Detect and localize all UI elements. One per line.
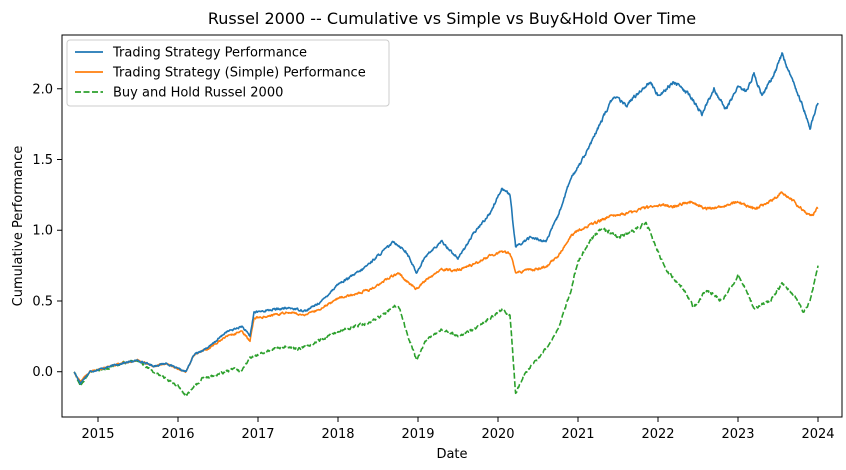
y-axis: 0.0 0.5 1.0 1.5 2.0	[32, 82, 62, 380]
y-tick-label: 2.0	[32, 82, 53, 97]
y-tick-label: 0.5	[32, 294, 53, 309]
x-tick-label: 2018	[321, 427, 354, 442]
x-tick-label: 2016	[161, 427, 194, 442]
series-layer	[73, 52, 819, 397]
series-line-2	[73, 191, 819, 383]
series-line-3	[73, 221, 819, 397]
plot-area-frame	[61, 34, 843, 418]
x-tick-label: 2015	[81, 427, 114, 442]
legend-label-1: Trading Strategy Performance	[112, 46, 307, 61]
y-tick-label: 0.0	[32, 365, 53, 380]
x-axis-label: Date	[436, 447, 467, 462]
x-tick-label: 2022	[641, 427, 674, 442]
legend-label-2: Trading Strategy (Simple) Performance	[112, 66, 366, 81]
x-tick-label: 2017	[241, 427, 274, 442]
x-tick-label: 2021	[561, 427, 594, 442]
legend-label-3: Buy and Hold Russel 2000	[113, 86, 283, 101]
y-axis-label: Cumulative Performance	[11, 146, 26, 307]
x-tick-label: 2023	[721, 427, 754, 442]
chart-title: Russel 2000 -- Cumulative vs Simple vs B…	[208, 9, 696, 28]
legend: Trading Strategy Performance Trading Stra…	[66, 39, 390, 107]
y-tick-label: 1.0	[32, 224, 53, 239]
x-tick-label: 2019	[401, 427, 434, 442]
x-tick-label: 2020	[481, 427, 514, 442]
x-tick-label: 2024	[801, 427, 834, 442]
y-tick-label: 1.5	[32, 153, 53, 168]
x-axis: 2015 2016 2017 2018 2019 2020 2021 2022 2023 2024	[81, 417, 835, 442]
legend-box	[66, 39, 390, 107]
series-line-1	[73, 52, 819, 385]
